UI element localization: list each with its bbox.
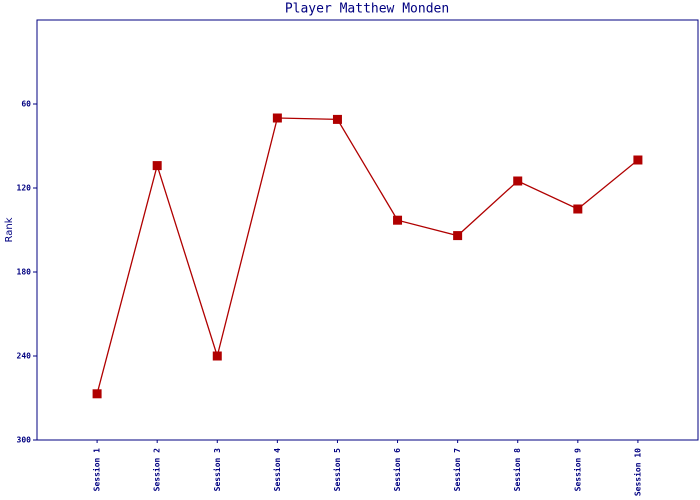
marker (573, 204, 583, 214)
marker (92, 389, 102, 399)
marker (212, 351, 222, 361)
x-tick-label: Session 8 (512, 448, 522, 492)
chart-title: Player Matthew Monden (285, 2, 449, 17)
y-tick-label: 300 (17, 436, 32, 445)
marker (393, 215, 403, 225)
y-tick-label: 180 (17, 268, 32, 277)
marker (152, 161, 162, 171)
x-tick-label: Session 4 (272, 448, 282, 492)
x-tick-label: Session 5 (332, 448, 342, 492)
x-tick-label: Session 1 (92, 448, 102, 492)
plot-frame (36, 19, 699, 441)
line (96, 117, 639, 394)
x-tick-label: Session 6 (392, 448, 402, 492)
marker (272, 113, 282, 123)
y-tick-label: 120 (17, 184, 32, 193)
marker (513, 176, 523, 186)
x-tick-label: Session 3 (212, 448, 222, 492)
marker (332, 114, 342, 124)
marker (453, 231, 463, 241)
y-tick-label: 240 (17, 352, 32, 361)
y-tick-label: 60 (21, 100, 31, 109)
marker (633, 155, 643, 165)
x-tick-label: Session 9 (572, 448, 582, 492)
x-tick-label: Session 2 (152, 448, 162, 492)
x-tick-label: Session 10 (632, 448, 642, 496)
x-tick-label: Session 7 (452, 448, 462, 492)
y-axis-label: Rank (4, 217, 15, 242)
